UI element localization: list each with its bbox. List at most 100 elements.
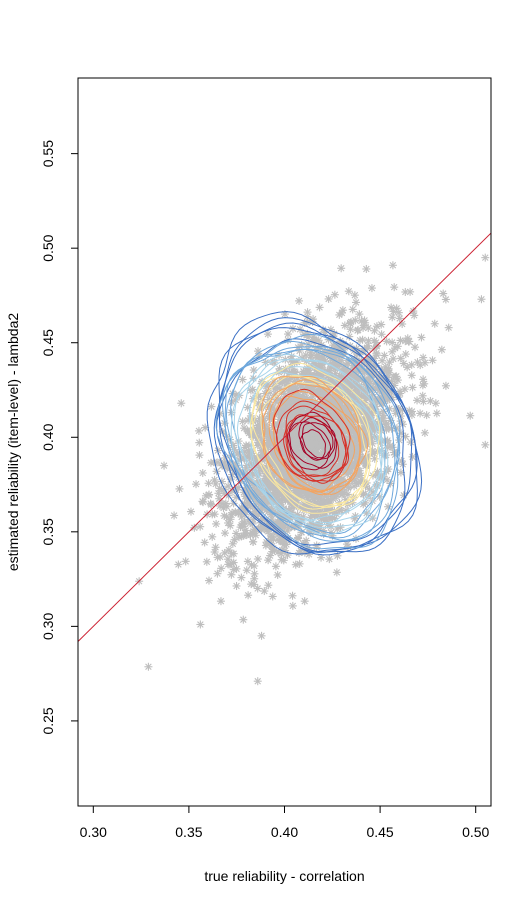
scatter-point: [200, 538, 209, 547]
scatter-point: [304, 436, 313, 445]
y-tick-label: 0.40: [40, 423, 56, 450]
scatter-point: [228, 486, 237, 495]
x-tick-label: 0.30: [80, 824, 107, 840]
scatter-point: [195, 438, 204, 447]
scatter-point: [278, 546, 287, 555]
scatter-point: [199, 498, 208, 507]
identity-line: [78, 232, 491, 642]
scatter-point: [204, 479, 213, 488]
scatter-point: [437, 345, 446, 354]
scatter-point: [144, 662, 153, 671]
scatter-point: [212, 519, 221, 528]
scatter-point: [413, 358, 422, 367]
scatter-point: [226, 521, 235, 530]
scatter-point: [444, 323, 453, 332]
scatter-point: [271, 562, 280, 571]
scatter-point: [315, 303, 324, 312]
x-tick-label: 0.40: [271, 824, 298, 840]
scatter-point: [370, 336, 379, 345]
scatter-point: [291, 560, 300, 569]
scatter-point: [388, 261, 397, 270]
scatter-point: [202, 557, 211, 566]
scatter-point: [216, 597, 225, 606]
scatter-point: [237, 532, 246, 541]
scatter-point: [288, 398, 297, 407]
scatter-point: [428, 356, 437, 365]
scatter-point: [430, 319, 439, 328]
scatter-point: [381, 362, 390, 371]
y-axis-label: estimated reliability (item-level) - lam…: [5, 313, 21, 572]
scatter-point: [320, 516, 329, 525]
scatter-point: [439, 289, 448, 298]
scatter-point: [253, 677, 262, 686]
scatter-point: [289, 367, 298, 376]
x-tick-label: 0.35: [175, 824, 202, 840]
scatter-point: [190, 523, 199, 532]
scatter-point: [217, 564, 226, 573]
scatter-point: [291, 488, 300, 497]
scatter-point: [192, 480, 201, 489]
scatter-point: [257, 631, 266, 640]
scatter-point: [279, 556, 288, 565]
scatter-point: [288, 601, 297, 610]
scatter-point: [345, 319, 354, 328]
scatter-point: [210, 510, 219, 519]
scatter-point: [408, 383, 417, 392]
scatter-point: [367, 284, 376, 293]
x-tick-label: 0.50: [462, 824, 489, 840]
scatter-point: [355, 310, 364, 319]
scatter-point: [312, 541, 321, 550]
x-axis-label: true reliability - correlation: [204, 868, 364, 884]
scatter-point: [384, 465, 393, 474]
scatter-point: [481, 253, 490, 262]
scatter-point: [257, 506, 266, 515]
scatter-point: [181, 557, 190, 566]
scatter-point: [410, 343, 419, 352]
scatter-point: [208, 532, 217, 541]
scatter-point: [419, 375, 428, 384]
scatter-point: [348, 305, 357, 314]
scatter-point: [336, 523, 345, 532]
scatter-point: [250, 569, 259, 578]
y-tick-label: 0.25: [40, 707, 56, 734]
scatter-point: [361, 318, 370, 327]
scatter-point: [362, 264, 371, 273]
scatter-point: [389, 307, 398, 316]
scatter-point: [267, 533, 276, 542]
scatter-point: [207, 402, 216, 411]
scatter-point: [253, 421, 262, 430]
scatter-point: [441, 381, 450, 390]
scatter-point: [363, 341, 372, 350]
scatter-point: [393, 342, 402, 351]
scatter-point: [223, 555, 232, 564]
scatter-point: [228, 539, 237, 548]
scatter-point: [315, 442, 324, 451]
scatter-point: [441, 295, 450, 304]
scatter-point: [419, 397, 428, 406]
scatter-point: [312, 433, 321, 442]
scatter-point: [300, 597, 309, 606]
scatter-point: [338, 306, 347, 315]
scatter-point: [260, 587, 269, 596]
scatter-point: [196, 620, 205, 629]
scatter-point: [242, 566, 251, 575]
scatter-point: [240, 443, 249, 452]
scatter-point: [385, 358, 394, 367]
scatter-point: [377, 330, 386, 339]
scatter-point: [257, 446, 266, 455]
scatter-point: [420, 428, 429, 437]
scatter-point: [263, 330, 272, 339]
scatter-point: [466, 411, 475, 420]
scatter-point: [248, 385, 257, 394]
scatter-point: [407, 371, 416, 380]
scatter-point: [351, 316, 360, 325]
scatter-point: [249, 537, 258, 546]
scatter-point: [406, 438, 415, 447]
scatter-point: [213, 553, 222, 562]
scatter-point: [237, 573, 246, 582]
scatter-point: [344, 287, 353, 296]
scatter-point: [244, 591, 253, 600]
scatter-point: [177, 399, 186, 408]
scatter-point: [396, 354, 405, 363]
